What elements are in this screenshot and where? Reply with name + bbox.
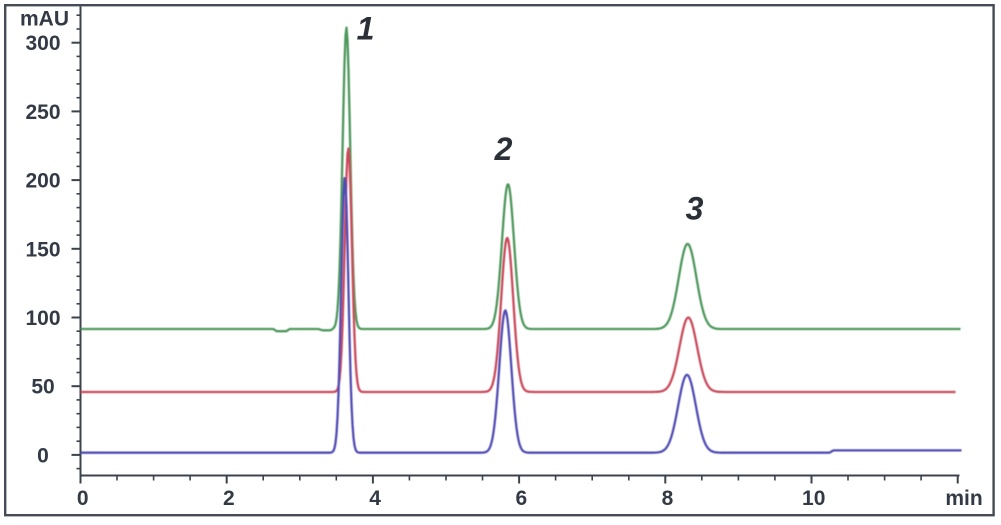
svg-text:10: 10 [802, 487, 825, 510]
svg-text:150: 150 [25, 238, 60, 261]
svg-text:0: 0 [37, 444, 49, 467]
svg-text:mAU: mAU [20, 8, 69, 31]
svg-text:2: 2 [494, 131, 513, 167]
svg-text:1: 1 [357, 11, 375, 47]
svg-text:min: min [945, 487, 982, 510]
svg-text:50: 50 [31, 376, 54, 399]
svg-text:300: 300 [25, 32, 60, 55]
svg-text:3: 3 [686, 191, 704, 227]
svg-text:100: 100 [25, 307, 60, 330]
svg-text:200: 200 [25, 170, 60, 193]
svg-text:2: 2 [223, 487, 235, 510]
svg-text:0: 0 [77, 487, 89, 510]
svg-text:4: 4 [369, 487, 381, 510]
svg-text:6: 6 [515, 487, 527, 510]
svg-text:8: 8 [662, 487, 674, 510]
svg-text:250: 250 [25, 101, 60, 124]
